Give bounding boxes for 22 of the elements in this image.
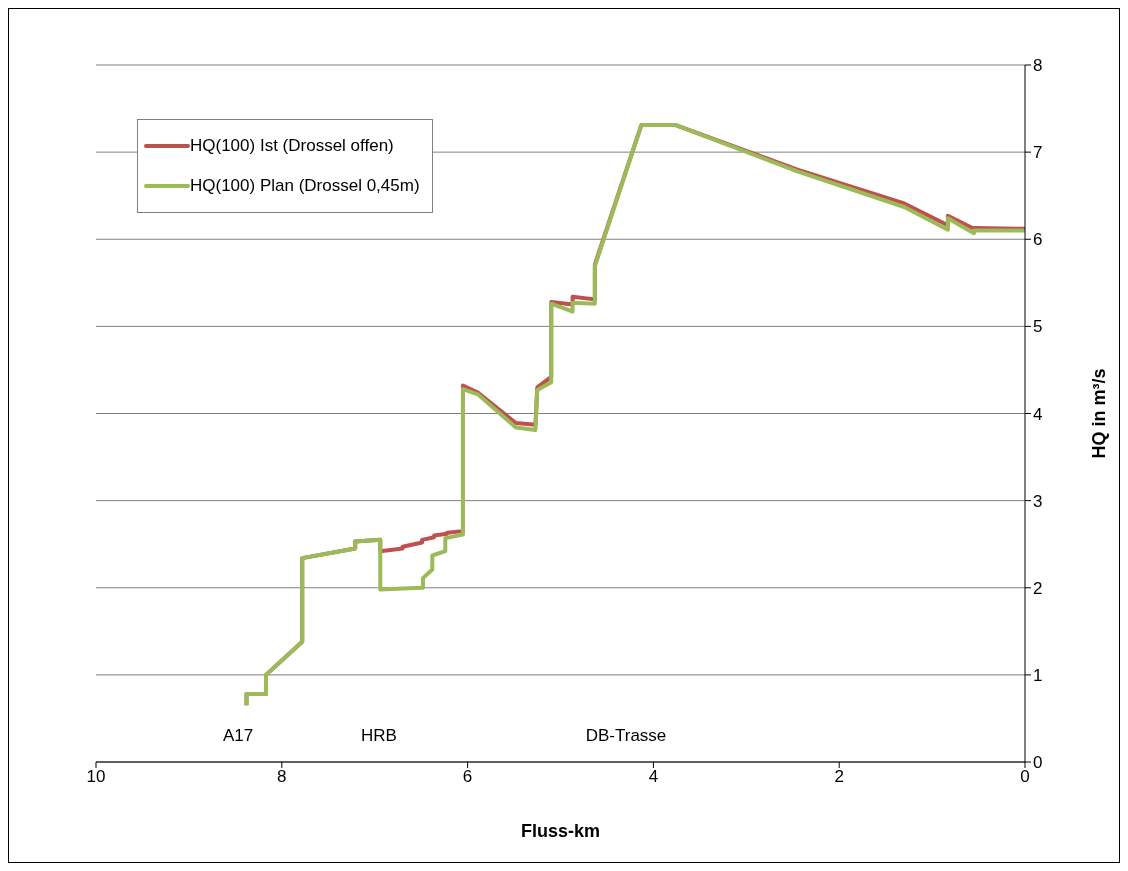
x-tick-label: 6 <box>462 767 473 787</box>
y-tick-label: 8 <box>1033 56 1043 76</box>
y-tick-label: 1 <box>1033 665 1043 685</box>
x-tick-label: 0 <box>1020 767 1030 787</box>
y-axis-title: HQ in m³/s <box>1089 368 1109 459</box>
x-tick-label: 4 <box>648 767 659 787</box>
y-tick-label: 3 <box>1033 491 1043 511</box>
legend-label: HQ(100) Plan (Drossel 0,45m) <box>190 176 420 196</box>
y-tick-label: 0 <box>1033 753 1043 773</box>
y-tick-label: 4 <box>1033 404 1043 424</box>
y-tick-label: 6 <box>1033 230 1043 250</box>
annotation: HRB <box>361 726 397 745</box>
annotation: DB-Trasse <box>585 726 667 745</box>
x-tick-label: 2 <box>834 767 844 787</box>
y-tick-label: 7 <box>1033 143 1043 163</box>
x-tick-label: 8 <box>277 767 287 787</box>
x-tick-label: 10 <box>86 767 106 787</box>
x-axis-title: Fluss-km <box>520 821 601 841</box>
annotation: A17 <box>222 726 254 745</box>
y-tick-label: 5 <box>1033 317 1043 337</box>
y-tick-label: 2 <box>1033 578 1043 598</box>
legend-label: HQ(100) Ist (Drossel offen) <box>190 136 394 156</box>
